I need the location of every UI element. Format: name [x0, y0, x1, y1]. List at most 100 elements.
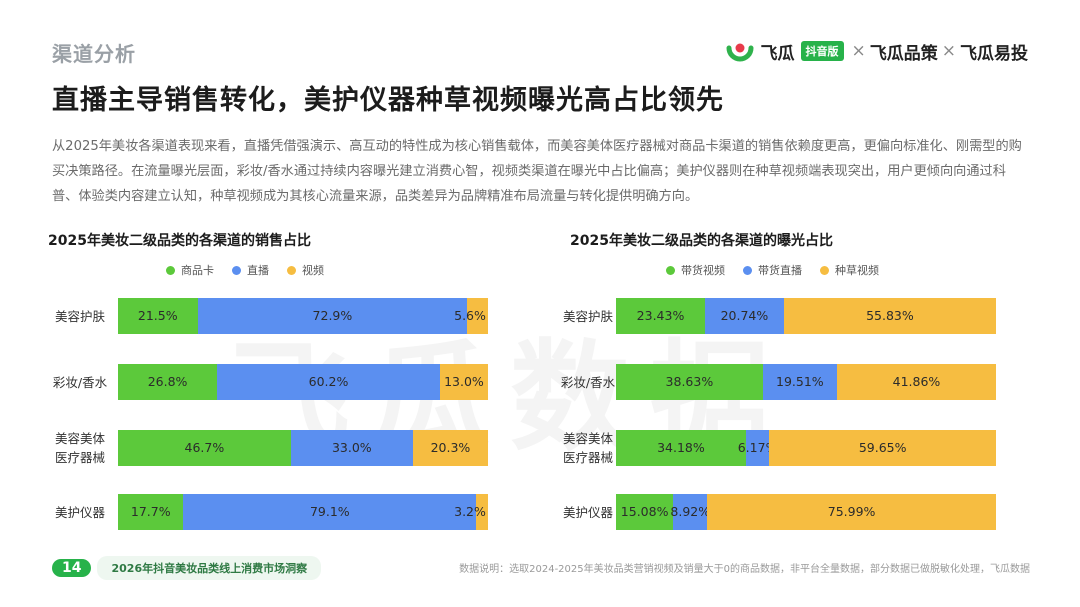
bar-segment	[118, 298, 198, 334]
legend-item: 带货直播	[743, 262, 802, 278]
stacked-bar: 38.63% 19.51% 41.86%	[616, 364, 996, 400]
data-label: 15.08%	[620, 504, 669, 519]
category-label-line: 美护仪器	[562, 504, 613, 520]
legend-item: 商品卡	[166, 262, 214, 278]
bar-segment	[476, 494, 488, 530]
data-label: 33.0%	[331, 440, 372, 455]
bar-segment	[616, 430, 746, 466]
bar-segment	[762, 364, 837, 400]
data-label: 21.5%	[137, 308, 178, 323]
legend-swatch	[820, 265, 829, 275]
chart-title: 2025年美妆二级品类的各渠道的曝光占比	[570, 233, 833, 249]
bar-segment	[118, 364, 218, 400]
exposure-share-chart: 2025年美妆二级品类的各渠道的曝光占比 带货视频 带货直播 种草视频 美容护肤 23…	[556, 222, 1026, 542]
data-footnote: 数据说明：选取2024-2025年美妆品类营销视频及销量大于0的商品数据，非平台…	[459, 564, 1030, 575]
legend-label: 视频	[302, 264, 324, 277]
data-label: 6.17%	[737, 440, 778, 455]
data-label: 5.6%	[454, 308, 486, 323]
bar-segment	[467, 298, 488, 334]
data-label: 75.99%	[827, 504, 876, 519]
bar-segment	[197, 298, 468, 334]
legend-label: 带货直播	[758, 264, 802, 277]
stacked-bar: 23.43% 20.74% 55.83%	[616, 298, 996, 334]
brand-separator: ×	[851, 41, 866, 61]
category-label: 美容护肤	[48, 307, 112, 326]
brand-name-feigua: 飞瓜	[760, 43, 795, 64]
bar-segment	[118, 494, 184, 530]
legend-swatch	[232, 265, 241, 275]
chart-title: 2025年美妆二级品类的各渠道的销售占比	[48, 233, 311, 249]
legend-item: 带货视频	[666, 262, 725, 278]
category-label: 美容美体 医疗器械	[556, 429, 620, 467]
data-label: 19.51%	[776, 374, 824, 389]
brand-bar: 飞瓜 抖音版 × 飞瓜品策 × 飞瓜易投	[725, 38, 1028, 64]
category-label: 美容美体 医疗器械	[48, 429, 112, 467]
legend-item: 种草视频	[820, 262, 879, 278]
bar-segment	[439, 364, 488, 400]
bar-segment	[783, 298, 996, 334]
data-label: 46.7%	[184, 440, 225, 455]
stacked-bar: 15.08% 8.92% 75.99%	[616, 494, 996, 530]
report-title: 2026年抖音美妆品类线上消费市场洞察	[97, 556, 322, 580]
data-label: 41.86%	[892, 374, 941, 389]
category-label-line: 医疗器械	[54, 450, 105, 465]
data-label: 8.92%	[670, 504, 711, 519]
data-label: 34.18%	[657, 440, 705, 455]
bar-segment	[118, 430, 291, 466]
category-label-line: 美容美体	[562, 431, 613, 446]
category-label-line: 美容护肤	[562, 308, 613, 324]
bar-segment	[836, 364, 996, 400]
category-label: 彩妆/香水	[556, 373, 620, 392]
bar-segment	[290, 430, 413, 466]
bar-segment	[769, 430, 996, 466]
legend-swatch	[666, 265, 675, 275]
stacked-bar: 21.5% 72.9% 5.6%	[118, 298, 488, 334]
footer: 14 2026年抖音美妆品类线上消费市场洞察	[52, 556, 322, 580]
bar-segment	[217, 364, 440, 400]
chart-legend: 带货视频 带货直播 种草视频	[666, 262, 897, 278]
sales-share-chart: 2025年美妆二级品类的各渠道的销售占比 商品卡 直播 视频 美容护肤 21.5% 72…	[48, 222, 518, 542]
category-label-line: 医疗器械	[562, 450, 613, 465]
data-label: 3.2%	[454, 504, 486, 519]
summary-paragraph: 从2025年美妆各渠道表现来看，直播凭借强演示、高互动的特性成为核心销售载体，而…	[52, 139, 1022, 204]
bar-segment	[616, 364, 763, 400]
bar-segment	[616, 494, 674, 530]
category-label: 美护仪器	[48, 503, 112, 522]
page-number: 14	[52, 559, 92, 577]
data-label: 38.63%	[665, 374, 714, 389]
bar-segment	[707, 494, 996, 530]
data-label: 60.2%	[308, 374, 349, 389]
brand-badge-douyin: 抖音版	[800, 41, 844, 61]
stacked-bar: 17.7% 79.1% 3.2%	[118, 494, 488, 530]
legend-swatch	[166, 265, 175, 275]
data-label: 72.9%	[312, 308, 353, 323]
data-label: 55.83%	[866, 308, 914, 323]
bar-segment	[673, 494, 708, 530]
bar-segment	[616, 298, 706, 334]
legend-label: 种草视频	[835, 264, 879, 277]
data-label: 26.8%	[147, 374, 188, 389]
data-label: 23.43%	[636, 308, 685, 323]
legend-swatch	[287, 265, 296, 275]
bar-segment	[745, 430, 770, 466]
bar-segment	[183, 494, 477, 530]
category-label-line: 彩妆/香水	[560, 374, 616, 390]
category-label: 美护仪器	[556, 503, 620, 522]
category-label-line: 美容护肤	[54, 308, 105, 324]
category-label-line: 美容美体	[54, 431, 105, 446]
data-label: 59.65%	[858, 440, 907, 455]
category-label: 美容护肤	[556, 307, 620, 326]
stacked-bar: 46.7% 33.0% 20.3%	[118, 430, 488, 466]
chart-legend: 商品卡 直播 视频	[166, 262, 342, 278]
legend-label: 带货视频	[681, 264, 725, 277]
category-label: 彩妆/香水	[48, 373, 112, 392]
section-label: 渠道分析	[52, 42, 136, 66]
legend-label: 商品卡	[181, 264, 214, 277]
bar-segment	[705, 298, 784, 334]
legend-item: 视频	[287, 262, 324, 278]
page-title: 直播主导销售转化，美护仪器种草视频曝光高占比领先	[52, 85, 724, 116]
legend-item: 直播	[232, 262, 269, 278]
data-label: 17.7%	[130, 504, 171, 519]
category-label-line: 美护仪器	[54, 504, 105, 520]
data-label: 79.1%	[309, 504, 350, 519]
